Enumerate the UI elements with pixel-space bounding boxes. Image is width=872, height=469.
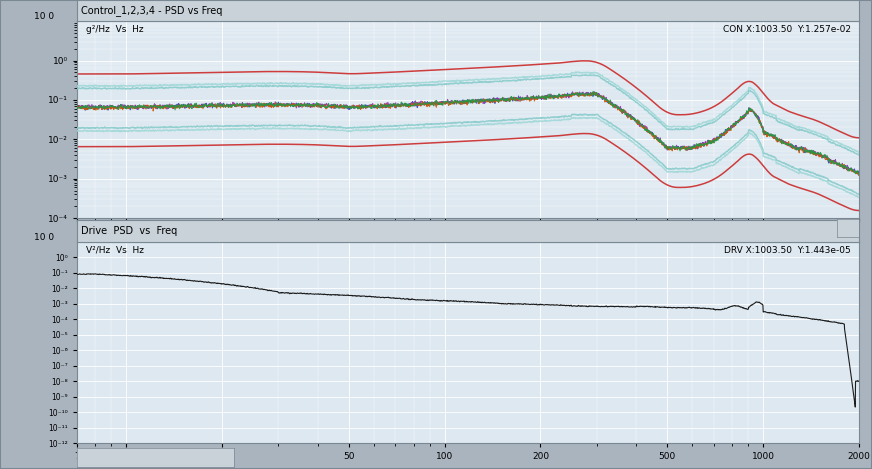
Text: 10 0: 10 0	[34, 12, 54, 21]
Text: DRV X:1003.50  Y:1.443e-05: DRV X:1003.50 Y:1.443e-05	[725, 246, 851, 255]
Text: Drive  PSD  vs  Freq: Drive PSD vs Freq	[80, 226, 177, 236]
Text: Control_1,2,3,4 - PSD vs Freq: Control_1,2,3,4 - PSD vs Freq	[80, 5, 222, 16]
Text: CON X:1003.50  Y:1.257e-02: CON X:1003.50 Y:1.257e-02	[723, 25, 851, 34]
Text: 10 0: 10 0	[34, 233, 54, 242]
Text: g²/Hz  Vs  Hz: g²/Hz Vs Hz	[86, 25, 144, 34]
Text: V²/Hz  Vs  Hz: V²/Hz Vs Hz	[86, 246, 144, 255]
